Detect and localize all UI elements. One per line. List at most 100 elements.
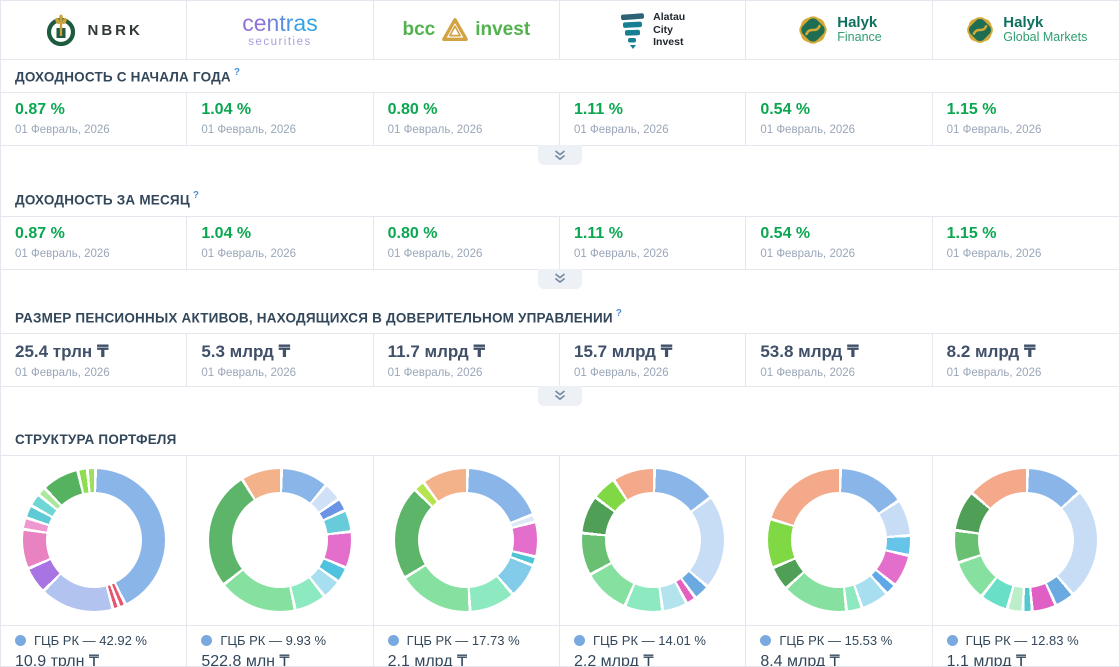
metric-value: 0.54 % [760,224,811,242]
section-title-row: СТРУКТУРА ПОРТФЕЛЯ [1,387,1119,456]
metric-date: 01 Февраль, 2026 [201,247,297,260]
metric-values-row: 0.87 % 01 Февраль, 2026 1.04 % 01 Февраль,… [1,93,1119,146]
expand-section-button[interactable] [538,145,582,166]
metric-cell: 0.54 % 01 Февраль, 2026 [746,93,933,146]
halyk-emblem-icon [799,16,827,44]
portfolio-legend: ГЦБ РК — 17.73 % 2.1 млрд ₸ [374,625,560,667]
legend-label: ГЦБ РК — 42.92 % [34,632,147,648]
section-title: ДОХОДНОСТЬ ЗА МЕСЯЦ [15,192,190,208]
metric-cell: 1.04 % 01 Февраль, 2026 [187,93,374,146]
metric-date: 01 Февраль, 2026 [946,366,1042,379]
metric-value: 0.87 % [15,224,65,242]
legend-amount: 2.2 млрд ₸ [573,652,654,667]
metric-cell: 15.7 млрд ₸ 01 Февраль, 2026 [560,333,747,386]
portfolio-legend-row: ГЦБ РК — 42.92 % 10.9 трлн ₸ ГЦБ РК — 9.9… [1,625,1119,667]
help-icon[interactable]: ? [233,67,240,78]
portfolio-charts-row [1,455,1119,626]
fund-subname-centras: securities [248,35,312,48]
legend-amount: 2.1 млрд ₸ [387,652,468,667]
metric-values-row: 0.87 % 01 Февраль, 2026 1.04 % 01 Февраль,… [1,216,1119,269]
help-icon[interactable]: ? [192,190,199,202]
metric-values-row: 25.4 трлн ₸ 01 Февраль, 2026 5.3 млрд ₸ 01… [1,333,1119,386]
fund-name-bcc: bcc [402,19,436,40]
metric-date: 01 Февраль, 2026 [946,124,1042,137]
fund-name-alatau-line2: City [653,23,673,36]
portfolio-chart-cell [374,455,560,625]
metric-date: 01 Февраль, 2026 [15,124,110,137]
metric-cell: 53.8 млрд ₸ 01 Февраль, 2026 [746,333,933,386]
metric-value: 0.80 % [387,101,438,119]
portfolio-donut-chart[interactable] [581,469,724,612]
metric-cell: 0.87 % 01 Февраль, 2026 [1,93,188,146]
legend-dot-icon [387,634,399,646]
legend-label: ГЦБ РК — 15.53 % [779,632,893,648]
metric-cell: 1.15 % 01 Февраль, 2026 [933,217,1119,269]
fund-logos-header: NBRK centras securities bcc invest [1,1,1119,60]
legend-label: ГЦБ РК — 9.93 % [220,632,327,648]
section-title-row: РАЗМЕР ПЕНСИОННЫХ АКТИВОВ, НАХОДЯЩИХСЯ В… [1,270,1119,334]
metric-cell: 1.11 % 01 Февраль, 2026 [560,216,747,269]
fund-name-centras: centras [242,9,318,36]
metric-date: 01 Февраль, 2026 [573,366,669,379]
metric-value: 1.04 % [201,224,252,242]
metric-cell: 0.80 % 01 Февраль, 2026 [374,93,560,146]
section-title: РАЗМЕР ПЕНСИОННЫХ АКТИВОВ, НАХОДЯЩИХСЯ В… [15,309,613,325]
metric-value: 53.8 млрд ₸ [760,341,859,361]
portfolio-donut-chart[interactable] [395,469,538,612]
metric-date: 01 Февраль, 2026 [201,366,297,379]
metric-cell: 11.7 млрд ₸ 01 Февраль, 2026 [374,333,560,386]
metric-value: 1.11 % [573,224,623,242]
metric-cell: 0.80 % 01 Февраль, 2026 [374,216,560,269]
legend-amount: 10.9 трлн ₸ [15,652,100,667]
legend-label: ГЦБ РК — 14.01 % [592,632,706,648]
fund-name-alatau-line3: Invest [653,36,684,49]
legend-amount: 522.8 млн ₸ [201,652,290,667]
metric-cell: 0.54 % 01 Февраль, 2026 [746,216,933,269]
fund-name-nbrk: NBRK [87,21,143,39]
donut-hole [790,492,887,589]
metric-date: 01 Февраль, 2026 [760,247,856,260]
fund-logo-alatau-city-invest[interactable]: Alatau City Invest [559,1,747,59]
help-icon[interactable]: ? [615,307,622,319]
fund-logo-halyk-global-markets[interactable]: Halyk Global Markets [932,1,1119,59]
legend-dot-icon [201,634,213,646]
legend-label: ГЦБ РК — 17.73 % [406,632,520,648]
section-ytd-return: ДОХОДНОСТЬ С НАЧАЛА ГОДА? 0.87 % 01 Февра… [1,60,1119,166]
fund-logo-halyk-finance[interactable]: Halyk Finance [746,1,933,59]
portfolio-legend: ГЦБ РК — 15.53 % 8.4 млрд ₸ [746,625,933,666]
halyk-emblem-icon [967,17,994,43]
portfolio-donut-chart[interactable] [208,469,351,612]
metric-cell: 8.2 млрд ₸ 01 Февраль, 2026 [933,334,1119,386]
metric-value: 0.87 % [15,101,65,119]
double-chevron-down-icon [554,273,566,284]
metric-value: 1.15 % [946,101,997,119]
metric-cell: 5.3 млрд ₸ 01 Февраль, 2026 [187,333,374,386]
expand-section-button[interactable] [538,268,582,289]
fund-name-halyk-global: Halyk [1003,13,1044,31]
fund-name-alatau-line1: Alatau [653,11,686,24]
portfolio-donut-chart[interactable] [954,469,1097,612]
metric-date: 01 Февраль, 2026 [387,366,483,379]
fund-logo-bcc-invest[interactable]: bcc invest [373,1,560,59]
section-title: ДОХОДНОСТЬ С НАЧАЛА ГОДА [15,69,231,85]
portfolio-chart-cell [933,456,1119,625]
portfolio-chart-cell [560,455,747,625]
metric-value: 5.3 млрд ₸ [201,341,291,361]
portfolio-chart-cell [187,455,374,625]
donut-hole [418,492,515,589]
donut-hole [45,492,142,589]
fund-logo-centras[interactable]: centras securities [187,1,374,59]
metric-cell: 1.04 % 01 Февраль, 2026 [187,216,374,269]
metric-cell: 0.87 % 01 Февраль, 2026 [1,216,188,269]
metric-value: 15.7 млрд ₸ [573,341,673,361]
donut-hole [231,492,328,589]
section-title-row: ДОХОДНОСТЬ С НАЧАЛА ГОДА? [1,60,1119,94]
metric-cell: 1.11 % 01 Февраль, 2026 [560,93,747,146]
metric-value: 1.15 % [946,224,997,242]
portfolio-legend: ГЦБ РК — 12.83 % 1.1 млрд ₸ [933,626,1119,666]
expand-section-button[interactable] [538,385,582,406]
portfolio-donut-chart[interactable] [22,469,165,612]
portfolio-donut-chart[interactable] [767,469,910,612]
fund-logo-nbrk[interactable]: NBRK [1,1,188,59]
